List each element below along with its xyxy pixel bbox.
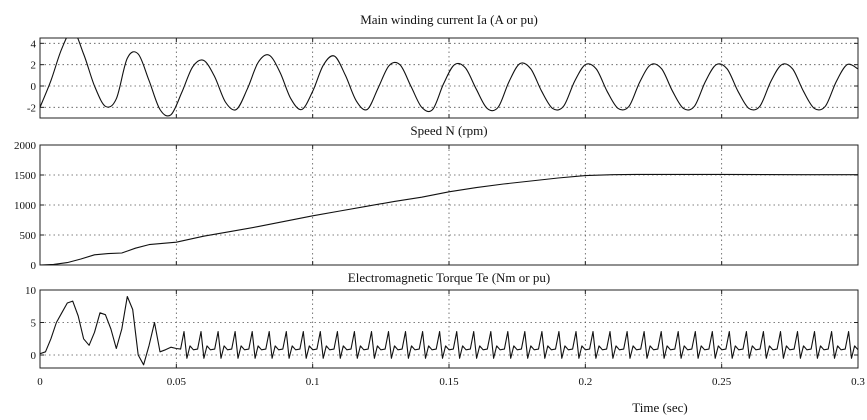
y-tick-label: 2 <box>31 60 37 72</box>
y-tick-label: 5 <box>31 318 37 330</box>
x-tick-label: 0.15 <box>439 376 459 388</box>
torque-subplot: Electromagnetic Torque Te (Nm or pu) 0 5 1… <box>25 270 865 388</box>
torque-subplot-title: Electromagnetic Torque Te (Nm or pu) <box>348 270 550 285</box>
y-tick-label: 10 <box>25 285 37 297</box>
y-tick-label: 0 <box>31 260 37 272</box>
x-tick-label: 0.05 <box>167 376 187 388</box>
x-tick-label: 0.2 <box>578 376 592 388</box>
y-tick-label: 2000 <box>14 140 37 152</box>
ia-subplot-title: Main winding current Ia (A or pu) <box>360 12 538 27</box>
x-tick-label: 0.25 <box>712 376 732 388</box>
ia-subplot: Main winding current Ia (A or pu) -2 0 2 4 <box>27 12 859 119</box>
y-tick-label: 500 <box>20 230 37 242</box>
y-tick-label: 1000 <box>14 200 37 212</box>
y-tick-label: 1500 <box>14 170 37 182</box>
torque-series-line <box>40 295 858 366</box>
y-tick-label: -2 <box>27 102 36 114</box>
ia-series-line <box>40 38 858 117</box>
y-tick-label: 0 <box>31 350 37 362</box>
y-tick-label: 4 <box>31 38 37 50</box>
axes-box <box>39 289 859 369</box>
x-tick-label: 0 <box>37 376 43 388</box>
x-tick-label: 0.1 <box>306 376 320 388</box>
speed-subplot-title: Speed N (rpm) <box>410 123 487 138</box>
x-axis-title: Time (sec) <box>632 400 688 415</box>
speed-series-line <box>40 173 858 265</box>
speed-subplot: Speed N (rpm) 0 500 1000 1500 2000 <box>14 123 859 272</box>
y-tick-label: 0 <box>31 81 37 93</box>
x-tick-label: 0.3 <box>851 376 865 388</box>
